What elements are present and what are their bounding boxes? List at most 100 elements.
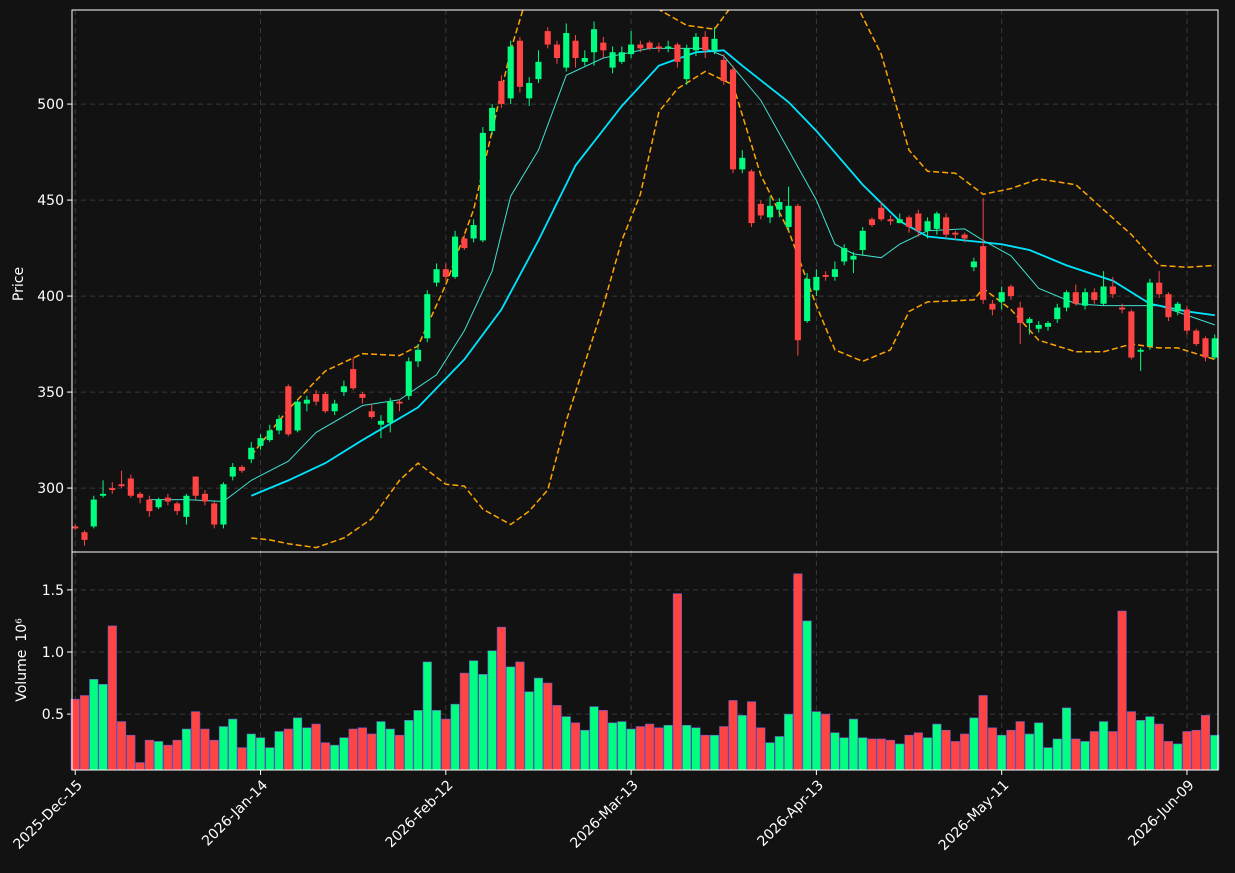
candle-body: [1146, 282, 1153, 346]
volume-bar: [1126, 711, 1136, 771]
volume-bar: [1015, 721, 1025, 771]
volume-bar: [756, 727, 766, 771]
candle-body: [544, 31, 551, 45]
volume-bar: [422, 661, 432, 771]
volume-bar: [1173, 743, 1183, 771]
candle-body: [387, 401, 394, 423]
volume-bar: [923, 737, 933, 771]
candle-body: [211, 503, 218, 525]
volume-bar: [293, 717, 303, 771]
candle-body: [1193, 330, 1200, 345]
volume-bar: [98, 683, 108, 771]
volume-bar: [969, 717, 979, 771]
candle-body: [313, 393, 320, 402]
volume-bar: [506, 666, 516, 771]
y-tick-label: 1.0: [42, 645, 64, 661]
candle-body: [970, 261, 977, 268]
volume-bar: [1154, 723, 1164, 771]
candle-body: [859, 230, 866, 250]
candle-body: [665, 46, 672, 49]
volume-bar: [1099, 721, 1109, 771]
volume-bar: [1200, 715, 1211, 771]
volume-bar: [1163, 741, 1173, 771]
volume-bar: [830, 732, 840, 771]
volume-bar: [682, 724, 692, 771]
volume-label: Volume: [14, 650, 30, 702]
volume-bar: [79, 695, 90, 771]
volume-bar: [218, 726, 229, 771]
candle-body: [1054, 307, 1061, 320]
candle-body: [729, 69, 737, 170]
candle-body: [943, 217, 950, 235]
volume-bar: [913, 732, 923, 771]
candle-body: [1044, 322, 1052, 327]
volume-bar: [126, 734, 136, 771]
volume-bar: [978, 695, 988, 771]
candle-body: [535, 61, 542, 80]
volume-offset: 10⁶: [14, 618, 30, 642]
volume-bar: [200, 728, 210, 771]
volume-bar: [515, 661, 525, 771]
volume-bar: [1006, 729, 1016, 771]
volume-bar: [209, 739, 219, 771]
volume-bar: [700, 734, 710, 771]
volume-bar: [1034, 722, 1044, 771]
volume-bar: [255, 737, 266, 771]
volume-bar: [413, 710, 423, 771]
candle-body: [1007, 286, 1014, 297]
volume-bar: [960, 733, 970, 771]
volume-bar: [765, 742, 775, 771]
overlay-line: [149, 47, 1215, 503]
candle-body: [887, 219, 894, 222]
volume-bar: [385, 728, 395, 771]
volume-bar: [459, 672, 469, 771]
candle-body: [396, 401, 403, 404]
volume-bar: [839, 737, 849, 771]
volume-bar: [885, 739, 896, 771]
volume-bar: [302, 727, 312, 771]
y-axis-label: Price: [11, 267, 27, 301]
candle-body: [303, 399, 310, 404]
volume-bar: [246, 733, 256, 771]
volume-bar: [357, 727, 367, 771]
y-tick-label: 350: [37, 385, 64, 401]
y-tick-label: 1.5: [42, 583, 64, 599]
candle-body: [201, 493, 209, 502]
volume-bar: [1080, 741, 1090, 771]
candle-body: [637, 44, 644, 49]
candle-body: [794, 205, 801, 341]
candle-body: [1109, 286, 1116, 295]
candle-body: [1119, 307, 1126, 310]
candle-body: [220, 484, 227, 525]
overlay-line: [250, 10, 1215, 456]
candle-body: [340, 386, 347, 393]
candle-body: [276, 418, 283, 431]
overlay-line: [250, 49, 1215, 497]
candle-body: [405, 361, 412, 396]
volume-bar: [144, 739, 154, 771]
candle-body: [933, 213, 940, 229]
volume-bar: [89, 679, 99, 771]
candle-body: [192, 476, 199, 496]
candle-body: [137, 493, 144, 498]
candle-body: [628, 44, 635, 55]
candle-body: [1183, 309, 1191, 331]
candle-body: [118, 484, 125, 487]
candle-body: [553, 44, 561, 58]
candle-body: [433, 269, 440, 283]
volume-bar: [635, 726, 645, 771]
candle-body: [507, 46, 514, 99]
candle-body: [618, 52, 625, 62]
y-tick-label: 500: [37, 97, 64, 113]
candle-body: [461, 238, 468, 249]
volume-bar: [394, 734, 405, 771]
candle-body: [442, 269, 449, 277]
volume-bar: [543, 682, 553, 771]
y-tick-label: 300: [37, 481, 64, 497]
volume-bar: [311, 723, 321, 771]
volume-bar: [848, 718, 859, 771]
candle-body: [563, 33, 570, 68]
y-tick-label: 450: [37, 193, 64, 209]
volume-bar: [181, 728, 191, 771]
